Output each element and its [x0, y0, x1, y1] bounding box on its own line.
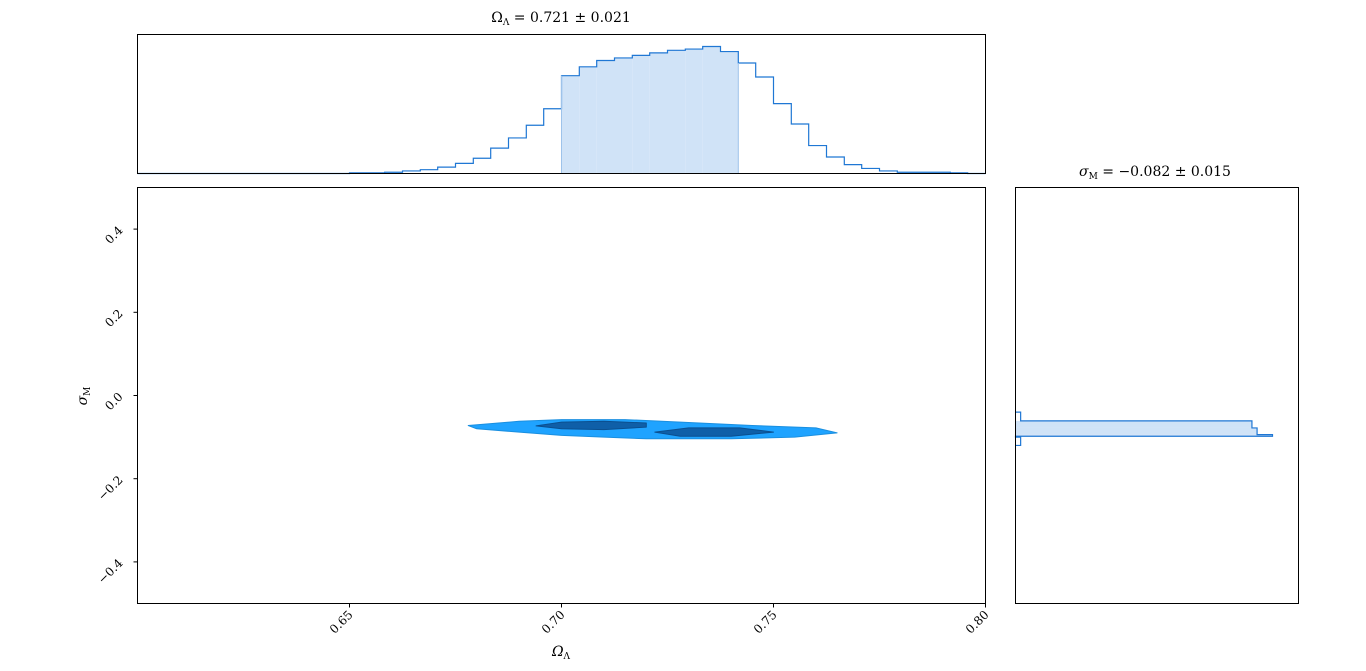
x-axis-label: ΩΛ: [551, 644, 571, 662]
top-hist-shaded-bar: [614, 57, 633, 174]
top-hist-shaded-bar: [632, 55, 650, 174]
contour-outer: [467, 419, 838, 440]
top-hist-shaded-bar: [702, 46, 721, 174]
y-ticks: 0.4 0.2 0.0 −0.2 −0.4: [95, 223, 138, 587]
x-tick-label: 0.80: [963, 608, 992, 637]
joint-contours: [467, 419, 838, 440]
x-tick-label: 0.65: [327, 608, 356, 637]
right-hist-step-line: [1014, 411, 1274, 447]
y-tick-label: 0.4: [102, 223, 126, 247]
y-tick-label: −0.2: [95, 473, 126, 504]
top-marginal-panel: ΩΛ = 0.721 ± 0.021: [137, 10, 986, 175]
right-marginal-panel: σM = −0.082 ± 0.015: [1014, 164, 1299, 604]
y-axis-label: σM: [75, 387, 93, 406]
right-marginal-frame: [1015, 187, 1299, 604]
right-histogram: [1014, 411, 1274, 447]
right-hist-shaded-bar: [1015, 427, 1258, 435]
contour-inner-a: [535, 420, 647, 431]
top-marginal-title: ΩΛ = 0.721 ± 0.021: [491, 10, 631, 28]
joint-frame: [137, 187, 986, 604]
top-hist-shaded-bar: [667, 50, 686, 174]
y-tick-label: 0.0: [102, 390, 125, 413]
top-hist-shaded-bar: [579, 66, 597, 174]
top-hist-step-line: [137, 45, 986, 175]
contour-inner-b: [654, 427, 774, 437]
right-hist-shaded-bar: [1015, 434, 1273, 437]
top-marginal-frame: [137, 34, 986, 174]
x-tick-label: 0.75: [751, 608, 780, 637]
right-marginal-title: σM = −0.082 ± 0.015: [1079, 164, 1231, 182]
top-hist-shaded-bar: [720, 51, 739, 174]
x-ticks: 0.65 0.70 0.75 0.80: [327, 603, 992, 637]
top-hist-shaded-bar: [561, 75, 580, 174]
x-tick-label: 0.70: [539, 608, 568, 637]
top-hist-shaded-bar: [596, 60, 615, 174]
y-tick-label: −0.4: [95, 556, 126, 587]
top-hist-shaded-bar: [649, 52, 668, 174]
right-hist-shaded-bar: [1015, 420, 1252, 428]
joint-panel: 0.65 0.70 0.75 0.80 0.4 0.2 0.0 −0.2 −0.4 ΩΛ σM: [75, 187, 992, 662]
top-histogram: [137, 45, 986, 175]
top-hist-shaded-bar: [685, 49, 703, 174]
y-tick-label: 0.2: [102, 307, 125, 330]
